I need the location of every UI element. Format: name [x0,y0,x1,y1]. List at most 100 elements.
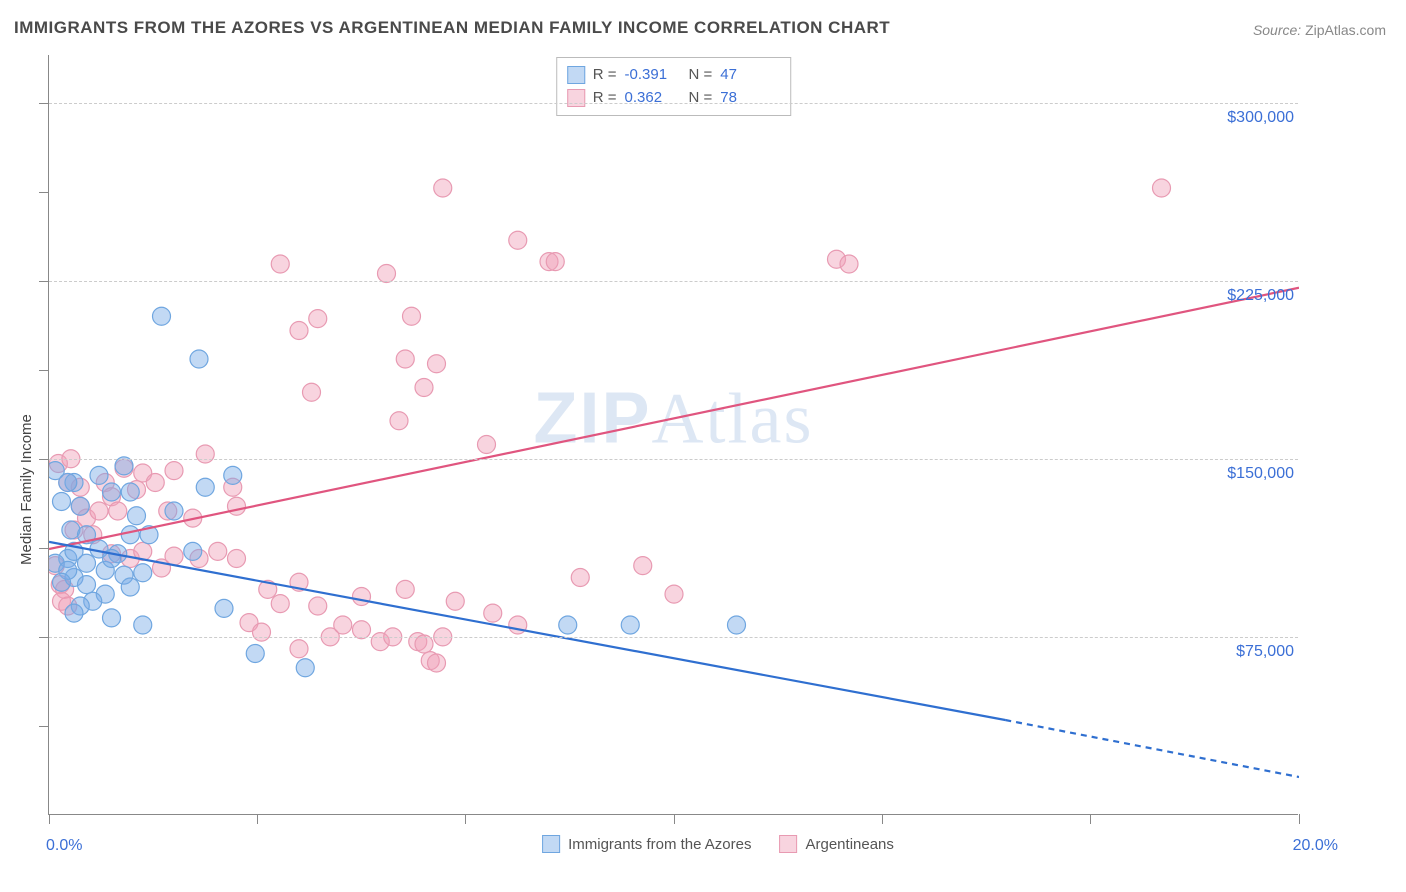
y-tick [39,637,49,638]
source-value: ZipAtlas.com [1305,22,1386,38]
data-point [621,616,639,634]
data-point [196,478,214,496]
data-point [103,483,121,501]
data-point [290,322,308,340]
source-attribution: Source: ZipAtlas.com [1253,22,1386,38]
data-point [253,623,271,641]
data-point [146,474,164,492]
data-point [434,179,452,197]
data-point [309,310,327,328]
data-point [121,483,139,501]
y-tick [39,281,49,282]
data-point [728,616,746,634]
data-point [53,493,71,511]
x-tick [257,814,258,824]
chart-area: ZIPAtlas R = -0.391 N = 47 R = 0.362 N =… [48,55,1388,885]
data-point [428,654,446,672]
legend-swatch-series1 [542,835,560,853]
x-tick [1090,814,1091,824]
y-tick [39,548,49,549]
data-point [396,350,414,368]
gridline [49,103,1298,104]
gridline [49,281,1298,282]
data-point [134,564,152,582]
gridline [49,459,1298,460]
data-point [53,573,71,591]
data-point [353,588,371,606]
legend-item-series1: Immigrants from the Azores [542,835,751,853]
x-tick [882,814,883,824]
x-tick [465,814,466,824]
data-point [271,255,289,273]
data-point [78,554,96,572]
x-tick [674,814,675,824]
plot-area: ZIPAtlas R = -0.391 N = 47 R = 0.362 N =… [48,55,1298,815]
y-tick-label: $75,000 [1204,643,1294,661]
data-point [271,595,289,613]
data-point [546,253,564,271]
data-point [165,547,183,565]
y-axis-label: Median Family Income [18,414,35,565]
trend-line [1005,720,1299,777]
data-point [509,231,527,249]
data-point [446,592,464,610]
data-point [296,659,314,677]
legend-swatch-series2 [780,835,798,853]
data-point [224,466,242,484]
trend-line [49,542,1005,720]
data-point [196,445,214,463]
data-point [134,616,152,634]
data-point [403,307,421,325]
data-point [303,383,321,401]
y-tick [39,103,49,104]
data-point [428,355,446,373]
data-point [153,307,171,325]
y-tick-label: $300,000 [1204,109,1294,127]
data-point [228,550,246,568]
data-point [571,569,589,587]
y-tick-label: $225,000 [1204,287,1294,305]
data-point [121,526,139,544]
data-point [90,466,108,484]
data-point [309,597,327,615]
data-point [71,497,89,515]
x-tick [1299,814,1300,824]
y-tick-label: $150,000 [1204,465,1294,483]
data-point [478,436,496,454]
data-point [165,502,183,520]
data-point [184,542,202,560]
data-point [334,616,352,634]
x-axis-end-label: 20.0% [1293,837,1338,855]
y-tick [39,726,49,727]
trend-line [49,288,1299,549]
data-point [390,412,408,430]
legend: Immigrants from the Azores Argentineans [542,835,894,853]
data-point [190,350,208,368]
data-point [128,507,146,525]
data-point [165,462,183,480]
data-point [290,640,308,658]
data-point [396,580,414,598]
x-axis-start-label: 0.0% [46,837,82,855]
data-point [90,502,108,520]
data-point [634,557,652,575]
data-point [78,576,96,594]
data-point [109,502,127,520]
chart-title: IMMIGRANTS FROM THE AZORES VS ARGENTINEA… [14,18,890,38]
source-label: Source: [1253,22,1301,38]
data-point [665,585,683,603]
data-point [59,474,77,492]
x-tick [49,814,50,824]
data-point [228,497,246,515]
legend-item-series2: Argentineans [780,835,894,853]
scatter-svg [49,55,1299,815]
data-point [103,609,121,627]
data-point [1153,179,1171,197]
data-point [246,645,264,663]
legend-label-series2: Argentineans [806,836,894,853]
data-point [415,379,433,397]
legend-label-series1: Immigrants from the Azores [568,836,751,853]
y-tick [39,370,49,371]
data-point [65,604,83,622]
data-point [121,578,139,596]
